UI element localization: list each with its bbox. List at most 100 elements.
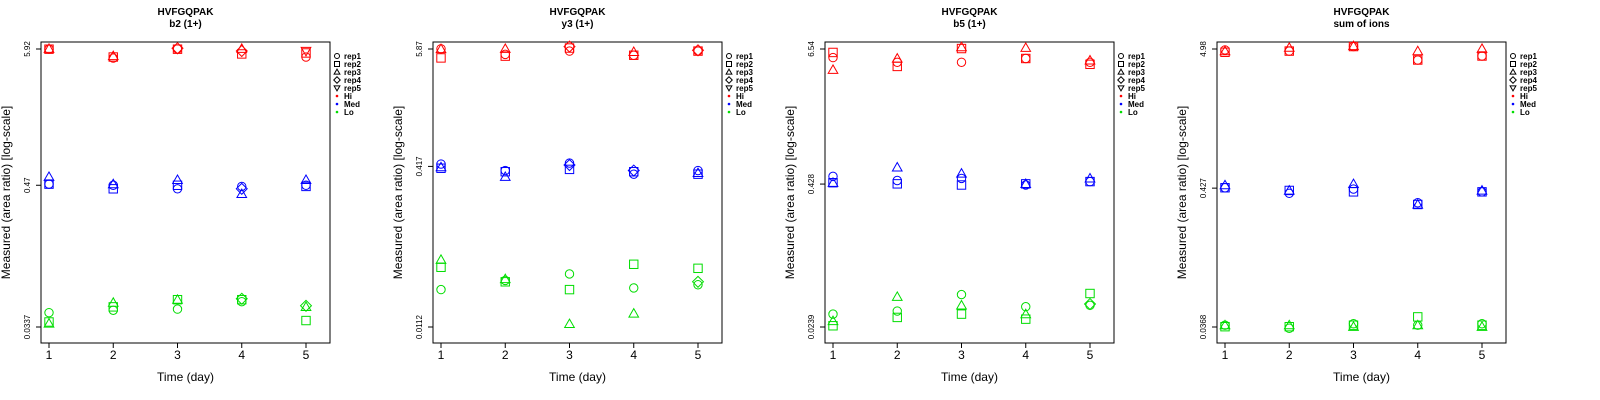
data-point-lo xyxy=(1412,319,1424,330)
legend-label: Med xyxy=(344,100,360,109)
x-tick-label: 2 xyxy=(1286,348,1293,362)
x-tick-label: 3 xyxy=(1350,348,1357,362)
data-point-med xyxy=(500,167,510,177)
data-point-hi xyxy=(1476,42,1488,53)
data-point-med xyxy=(956,180,967,190)
data-point-lo xyxy=(956,289,967,300)
data-point-hi xyxy=(828,47,838,58)
data-point-med xyxy=(108,184,118,194)
data-point-med xyxy=(956,173,967,184)
legend-label: Hi xyxy=(736,92,744,101)
y-tick-label: 0.0337 xyxy=(23,314,32,339)
chart-subtitle: b5 (1+) xyxy=(953,19,986,30)
x-tick-label: 4 xyxy=(238,348,245,362)
data-point-lo xyxy=(891,290,903,301)
legend-label: rep1 xyxy=(736,52,753,61)
data-points xyxy=(827,41,1097,331)
data-point-lo xyxy=(499,273,511,284)
x-axis-label: Time (day) xyxy=(1333,370,1390,384)
data-point-hi xyxy=(891,52,903,63)
y-tick-label: 0.0112 xyxy=(415,315,424,339)
data-point-med xyxy=(563,158,576,172)
legend-label: Lo xyxy=(736,108,746,117)
data-point-hi xyxy=(956,43,967,54)
data-point-lo xyxy=(43,317,55,328)
y-tick-label: 0.427 xyxy=(1199,178,1208,199)
plot-frame xyxy=(432,41,723,344)
data-point-hi xyxy=(171,42,184,55)
data-point-lo xyxy=(629,259,639,269)
legend-symbol-rep5 xyxy=(1509,85,1517,92)
data-point-lo xyxy=(235,292,248,305)
data-point-lo xyxy=(628,307,640,318)
data-point-med xyxy=(892,179,902,189)
x-tick-label: 5 xyxy=(1087,348,1094,362)
data-point-med xyxy=(171,173,184,184)
legend-label: rep1 xyxy=(1128,52,1145,61)
legend-symbol-rep2 xyxy=(1510,61,1516,67)
x-tick-label: 2 xyxy=(894,348,901,362)
y-tick-label: 5.87 xyxy=(415,41,424,57)
data-point-med xyxy=(1412,198,1424,209)
data-point-hi xyxy=(564,46,575,56)
plot-frame xyxy=(1216,41,1507,344)
data-point-lo xyxy=(171,293,184,304)
data-point-hi xyxy=(108,52,118,62)
y-tick-label: 5.92 xyxy=(23,41,32,57)
data-point-hi xyxy=(1084,54,1096,65)
data-point-med xyxy=(892,175,902,186)
legend-dot-med xyxy=(727,102,731,106)
data-point-med xyxy=(1348,184,1359,194)
data-point-hi xyxy=(1412,45,1424,56)
legend-label: rep4 xyxy=(1128,76,1145,85)
data-point-med xyxy=(828,171,838,182)
legend-label: rep4 xyxy=(736,76,753,85)
legend-symbol-rep1 xyxy=(1510,53,1516,59)
legend-label: rep4 xyxy=(344,76,361,85)
legend-dot-hi xyxy=(1119,94,1123,98)
data-points xyxy=(43,42,313,328)
chart-title: HVFGQPAK xyxy=(158,7,215,18)
legend-label: Med xyxy=(1520,100,1536,109)
legend-symbol-rep5 xyxy=(333,85,341,92)
legend-symbol-rep4 xyxy=(725,76,733,84)
y-tick-label: 0.417 xyxy=(415,156,424,177)
data-point-med xyxy=(564,158,575,168)
y-tick-label: 6.54 xyxy=(807,41,816,57)
data-point-lo xyxy=(892,312,902,323)
data-point-lo xyxy=(108,302,118,312)
data-point-med xyxy=(499,170,511,181)
x-tick-label: 1 xyxy=(46,348,53,362)
chart-panel-1: HVFGQPAK b2 (1+) 1 2 3 4 5 Time (day) 0.0337 0.47… xyxy=(0,0,392,400)
data-points xyxy=(1219,40,1488,333)
x-tick-label: 5 xyxy=(1479,348,1486,362)
data-point-hi xyxy=(1413,55,1423,65)
data-point-lo xyxy=(436,284,446,295)
data-point-hi xyxy=(1413,55,1423,65)
data-point-hi xyxy=(1220,47,1230,57)
legend-symbol-rep1 xyxy=(334,53,340,59)
data-point-hi xyxy=(1020,41,1032,52)
y-tick-label: 0.47 xyxy=(23,177,32,193)
data-point-hi xyxy=(1283,41,1295,52)
data-point-med xyxy=(172,180,183,190)
legend-label: rep5 xyxy=(1520,84,1537,93)
data-point-med xyxy=(300,173,312,184)
legend-symbol-rep3 xyxy=(333,68,341,75)
y-tick-label: 4.98 xyxy=(1199,41,1208,57)
data-point-med xyxy=(237,181,247,192)
data-point-lo xyxy=(1220,321,1230,332)
data-point-med xyxy=(107,178,119,189)
y-tick-label: 0.0239 xyxy=(807,314,816,339)
legend-symbol-rep3 xyxy=(725,68,733,75)
data-point-hi xyxy=(44,44,54,54)
legend-label: rep2 xyxy=(1520,60,1537,69)
data-point-lo xyxy=(564,269,575,279)
data-point-med xyxy=(43,170,55,181)
data-point-hi xyxy=(300,46,312,57)
data-point-hi xyxy=(1347,40,1360,51)
data-point-med xyxy=(301,181,311,192)
